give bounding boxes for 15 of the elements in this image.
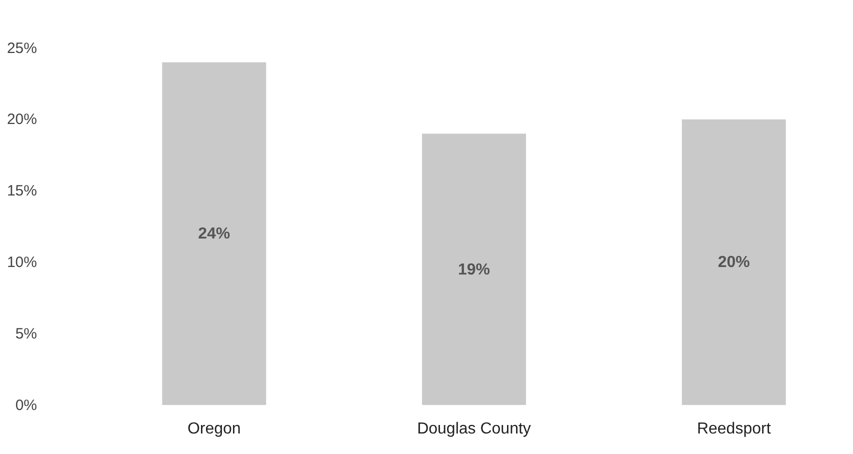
bar bbox=[162, 62, 266, 405]
y-tick-label: 5% bbox=[15, 325, 37, 342]
y-tick-label: 0% bbox=[15, 396, 37, 414]
y-tick-label: 15% bbox=[6, 182, 37, 200]
y-tick-label: 10% bbox=[6, 254, 37, 271]
data-label: 24% bbox=[198, 226, 230, 243]
x-tick-label: Reedsport bbox=[696, 420, 772, 438]
x-tick-label: Douglas County bbox=[417, 420, 531, 438]
y-tick-label: 20% bbox=[6, 111, 37, 128]
x-tick-label: Oregon bbox=[187, 420, 241, 438]
y-tick-label: 25% bbox=[6, 40, 37, 57]
bar bbox=[422, 134, 526, 405]
data-label: 20% bbox=[718, 254, 750, 272]
data-label: 19% bbox=[458, 261, 490, 278]
bar bbox=[682, 119, 786, 405]
